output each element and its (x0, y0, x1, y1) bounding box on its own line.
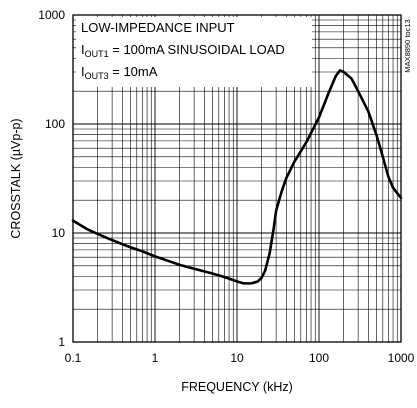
x-tick-label: 100 (309, 351, 329, 365)
annotation-line-iout1: IOUT1 = 100mA SINUSOIDAL LOAD (81, 42, 285, 59)
x-axis-title: FREQUENCY (kHz) (181, 380, 293, 394)
x-tick-label: 10 (230, 351, 244, 365)
x-tick-label: 0.1 (65, 351, 82, 365)
x-tick-label: 1 (152, 351, 159, 365)
annotation-line-input: LOW-IMPEDANCE INPUT (81, 20, 235, 35)
series-layer (71, 69, 403, 285)
annotation-background (76, 17, 312, 87)
y-axis-title: CROSSTALK (µVp-p) (9, 118, 23, 238)
annotation-line-iout3: IOUT3 = 10mA (81, 64, 158, 81)
annotation-block: LOW-IMPEDANCE INPUT IOUT1 = 100mA SINUSO… (81, 20, 285, 81)
y-tick-label: 1 (58, 335, 65, 349)
plot-frame (72, 14, 402, 343)
x-tick-label: 1000 (388, 351, 415, 365)
y-tick-label: 1000 (38, 8, 65, 22)
figure-code: MAX8890 toc13 (403, 19, 412, 72)
y-tick-label: 100 (45, 117, 65, 131)
series-line-crosstalk (71, 69, 403, 285)
y-tick-label: 10 (52, 226, 66, 240)
